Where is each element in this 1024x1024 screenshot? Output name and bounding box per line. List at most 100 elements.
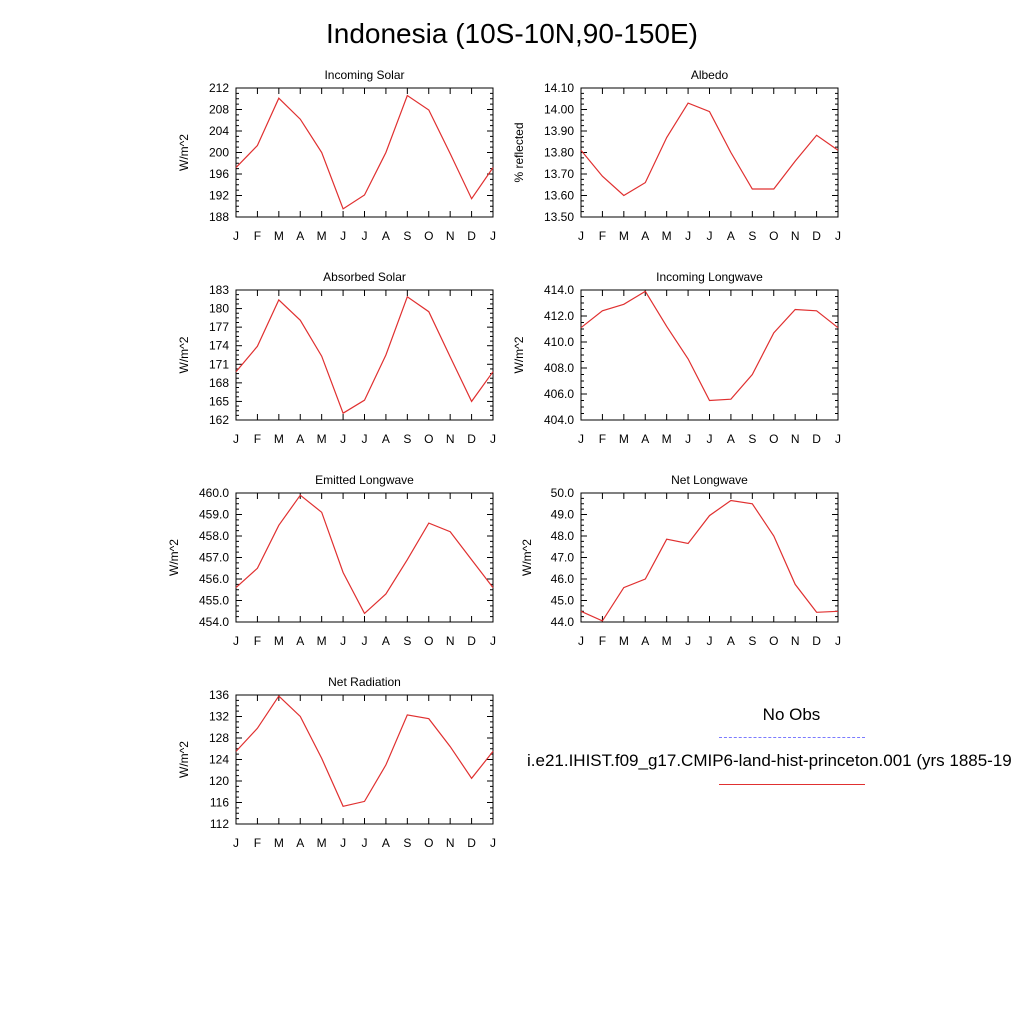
x-tick-label: M — [662, 432, 672, 446]
y-tick-label: 404.0 — [544, 413, 574, 427]
x-tick-label: J — [362, 836, 368, 850]
x-tick-label: A — [382, 432, 390, 446]
y-tick-label: 14.00 — [544, 103, 574, 117]
x-tick-label: J — [707, 634, 713, 648]
x-tick-label: O — [424, 229, 433, 243]
x-tick-label: F — [599, 634, 606, 648]
x-tick-label: F — [599, 229, 606, 243]
plot-frame — [580, 492, 839, 623]
x-tick-label: D — [812, 229, 821, 243]
x-tick-label: A — [641, 229, 649, 243]
x-tick-label: J — [685, 432, 691, 446]
x-tick-label: J — [340, 836, 346, 850]
y-tick-label: 44.0 — [551, 615, 575, 629]
y-tick-label: 408.0 — [544, 361, 574, 375]
x-tick-label: J — [490, 229, 496, 243]
y-tick-label: 112 — [210, 817, 229, 831]
panel-title: Emitted Longwave — [315, 473, 414, 487]
x-tick-label: A — [296, 229, 304, 243]
y-tick-label: 459.0 — [199, 508, 229, 522]
x-tick-label: S — [403, 229, 411, 243]
y-tick-label: 414.0 — [544, 283, 574, 297]
y-tick-label: 13.50 — [544, 210, 574, 224]
x-tick-label: A — [296, 634, 304, 648]
x-tick-label: J — [340, 432, 346, 446]
y-tick-label: 183 — [209, 283, 229, 297]
y-tick-label: 14.10 — [544, 81, 574, 95]
panel-title: Albedo — [691, 68, 729, 82]
x-tick-label: S — [748, 229, 756, 243]
y-axis-label: W/m^2 — [177, 741, 191, 778]
x-tick-label: F — [254, 229, 261, 243]
panel-title: Net Radiation — [328, 675, 401, 689]
y-tick-label: 456.0 — [199, 572, 229, 586]
x-tick-label: J — [578, 229, 584, 243]
y-tick-label: 13.60 — [544, 189, 574, 203]
y-tick-label: 410.0 — [544, 335, 574, 349]
x-tick-label: A — [727, 432, 735, 446]
y-tick-label: 48.0 — [551, 529, 575, 543]
x-tick-label: N — [446, 432, 455, 446]
x-tick-label: J — [362, 432, 368, 446]
y-tick-label: 132 — [209, 710, 229, 724]
series-line — [235, 695, 494, 807]
x-tick-label: J — [340, 229, 346, 243]
x-tick-label: J — [233, 634, 239, 648]
x-tick-label: D — [467, 836, 476, 850]
plot-frame — [235, 694, 494, 825]
x-tick-label: A — [382, 229, 390, 243]
x-tick-label: M — [619, 634, 629, 648]
x-tick-label: O — [769, 229, 778, 243]
plot-frame — [580, 87, 839, 218]
x-tick-label: M — [662, 229, 672, 243]
x-tick-label: D — [812, 634, 821, 648]
series-line — [580, 102, 839, 197]
x-tick-label: D — [467, 229, 476, 243]
x-tick-label: S — [748, 432, 756, 446]
y-tick-label: 192 — [209, 189, 229, 203]
x-tick-label: F — [254, 432, 261, 446]
y-tick-label: 50.0 — [551, 486, 575, 500]
x-tick-label: J — [490, 432, 496, 446]
x-tick-label: M — [317, 432, 327, 446]
x-tick-label: J — [578, 634, 584, 648]
x-tick-label: O — [424, 432, 433, 446]
x-tick-label: J — [835, 229, 841, 243]
y-tick-label: 412.0 — [544, 309, 574, 323]
y-tick-label: 174 — [209, 339, 229, 353]
y-axis-label: W/m^2 — [177, 336, 191, 373]
y-tick-label: 196 — [209, 167, 229, 181]
y-tick-label: 177 — [209, 320, 229, 334]
x-tick-label: S — [403, 432, 411, 446]
x-tick-label: A — [641, 634, 649, 648]
y-tick-label: 168 — [209, 376, 229, 390]
x-tick-label: A — [382, 836, 390, 850]
y-tick-label: 124 — [209, 753, 229, 767]
x-tick-label: N — [791, 432, 800, 446]
y-tick-label: 212 — [209, 81, 229, 95]
y-tick-label: 162 — [209, 413, 229, 427]
x-tick-label: A — [727, 229, 735, 243]
y-tick-label: 120 — [209, 774, 229, 788]
y-tick-label: 45.0 — [551, 594, 575, 608]
y-tick-label: 13.90 — [544, 124, 574, 138]
x-tick-label: A — [382, 634, 390, 648]
x-tick-label: O — [769, 634, 778, 648]
series-line — [235, 494, 494, 615]
x-tick-label: J — [362, 229, 368, 243]
y-tick-label: 454.0 — [199, 615, 229, 629]
x-tick-label: N — [446, 836, 455, 850]
x-tick-label: N — [791, 634, 800, 648]
y-tick-label: 200 — [209, 146, 229, 160]
y-tick-label: 188 — [209, 210, 229, 224]
x-tick-label: S — [748, 634, 756, 648]
x-tick-label: J — [233, 229, 239, 243]
x-tick-label: N — [446, 229, 455, 243]
series-line — [580, 499, 839, 622]
y-tick-label: 204 — [209, 124, 229, 138]
y-tick-label: 180 — [209, 302, 229, 316]
x-tick-label: M — [619, 432, 629, 446]
x-tick-label: N — [446, 634, 455, 648]
